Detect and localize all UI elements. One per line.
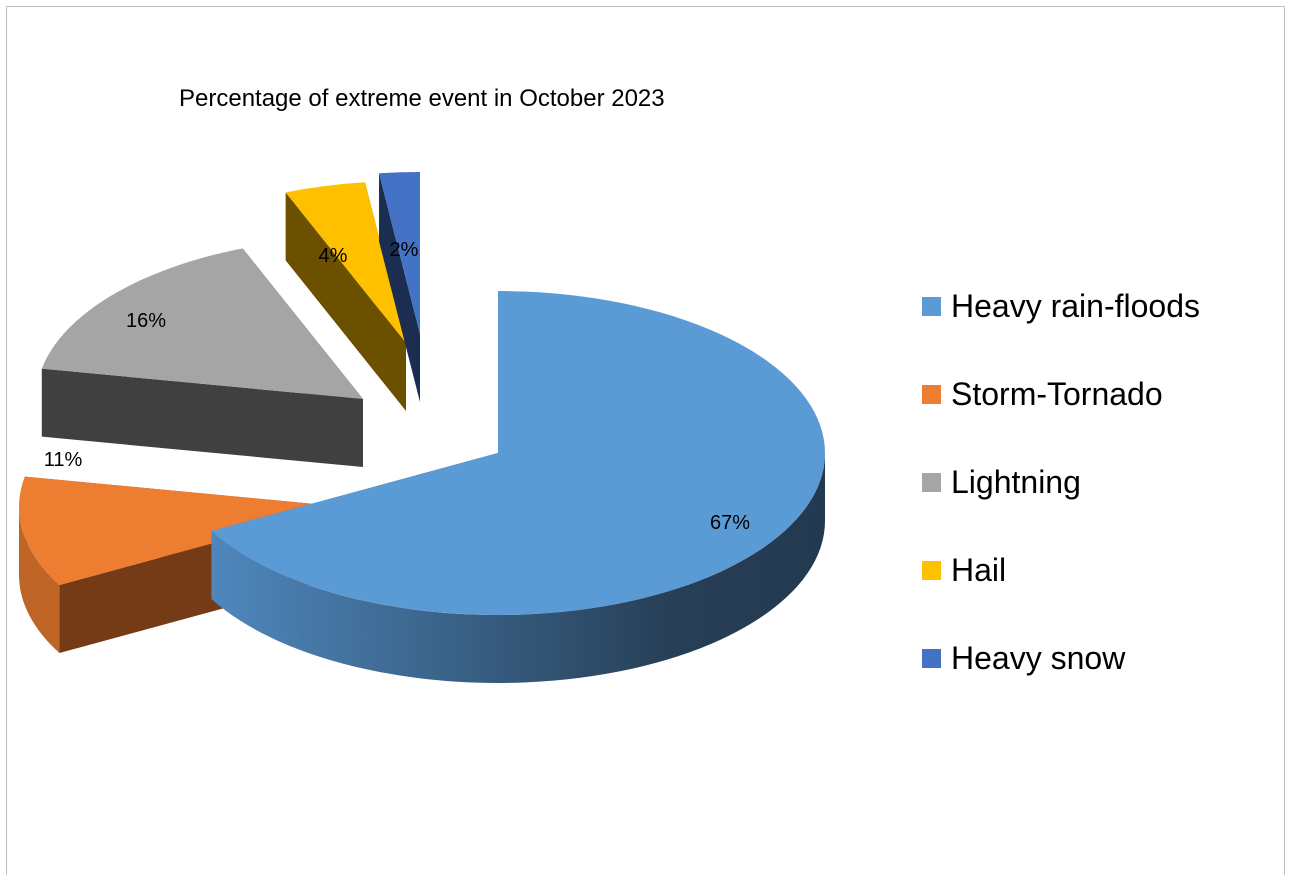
legend-swatch — [922, 473, 941, 492]
pie-layer: 4% 2% 16% 11% 67% — [19, 172, 825, 683]
legend-label: Lightning — [951, 464, 1081, 501]
legend: Heavy rain-floods Storm-Tornado Lightning H… — [922, 262, 1200, 702]
legend-swatch — [922, 649, 941, 668]
legend-swatch — [922, 561, 941, 580]
data-label: 67% — [710, 512, 750, 534]
data-label: 4% — [319, 245, 348, 267]
legend-item: Heavy snow — [922, 614, 1200, 702]
legend-label: Hail — [951, 552, 1006, 589]
legend-swatch — [922, 385, 941, 404]
legend-item: Hail — [922, 526, 1200, 614]
legend-item: Lightning — [922, 438, 1200, 526]
legend-label: Storm-Tornado — [951, 376, 1163, 413]
legend-label: Heavy snow — [951, 640, 1125, 677]
legend-swatch — [922, 297, 941, 316]
data-label: 16% — [126, 310, 166, 332]
legend-label: Heavy rain-floods — [951, 288, 1200, 325]
legend-item: Storm-Tornado — [922, 350, 1200, 438]
data-label: 11% — [44, 449, 83, 471]
legend-item: Heavy rain-floods — [922, 262, 1200, 350]
data-label: 2% — [390, 239, 419, 261]
